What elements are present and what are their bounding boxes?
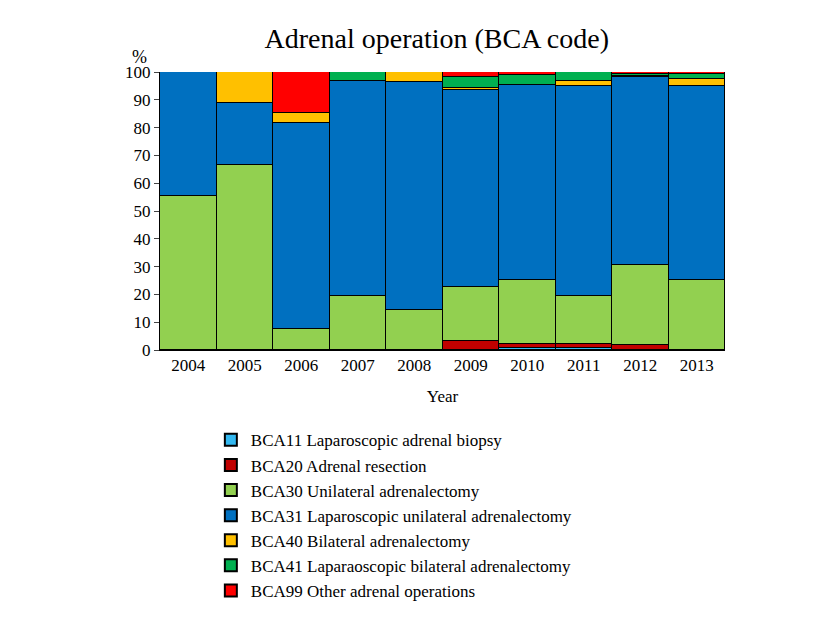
- svg-text:Adrenal operation (BCA code): Adrenal operation (BCA code): [265, 23, 609, 54]
- svg-text:2013: 2013: [680, 356, 714, 375]
- svg-text:2012: 2012: [623, 356, 657, 375]
- svg-text:100: 100: [125, 63, 151, 82]
- svg-text:20: 20: [134, 285, 151, 304]
- svg-text:2009: 2009: [454, 356, 488, 375]
- svg-text:BCA31 Laparoscopic unilateral: BCA31 Laparoscopic unilateral adrenalect…: [251, 507, 572, 526]
- svg-text:40: 40: [134, 230, 151, 249]
- svg-text:BCA20 Adrenal resection: BCA20 Adrenal resection: [251, 457, 427, 476]
- svg-text:2004: 2004: [171, 356, 206, 375]
- svg-text:2011: 2011: [567, 356, 600, 375]
- svg-text:90: 90: [134, 91, 151, 110]
- svg-text:2006: 2006: [284, 356, 318, 375]
- svg-text:BCA41 Laparaoscopic bilateral: BCA41 Laparaoscopic bilateral adrenalect…: [251, 557, 571, 576]
- svg-text:30: 30: [134, 258, 151, 277]
- svg-text:BCA11 Laparoscopic adrenal bio: BCA11 Laparoscopic adrenal biopsy: [251, 431, 502, 450]
- svg-text:80: 80: [134, 119, 151, 138]
- svg-text:2010: 2010: [510, 356, 544, 375]
- svg-text:70: 70: [134, 146, 151, 165]
- svg-text:BCA40 Bilateral adrenalectomy: BCA40 Bilateral adrenalectomy: [251, 532, 471, 551]
- svg-text:10: 10: [134, 313, 151, 332]
- svg-text:2005: 2005: [228, 356, 262, 375]
- svg-text:Year: Year: [427, 387, 459, 406]
- svg-text:2008: 2008: [397, 356, 431, 375]
- svg-text:60: 60: [134, 174, 151, 193]
- svg-text:BCA99 Other adrenal operations: BCA99 Other adrenal operations: [251, 582, 475, 601]
- svg-text:2007: 2007: [341, 356, 376, 375]
- svg-text:BCA30 Unilateral adrenalectomy: BCA30 Unilateral adrenalectomy: [251, 482, 480, 501]
- svg-text:%: %: [132, 47, 147, 67]
- svg-text:50: 50: [134, 202, 151, 221]
- svg-text:0: 0: [142, 341, 151, 360]
